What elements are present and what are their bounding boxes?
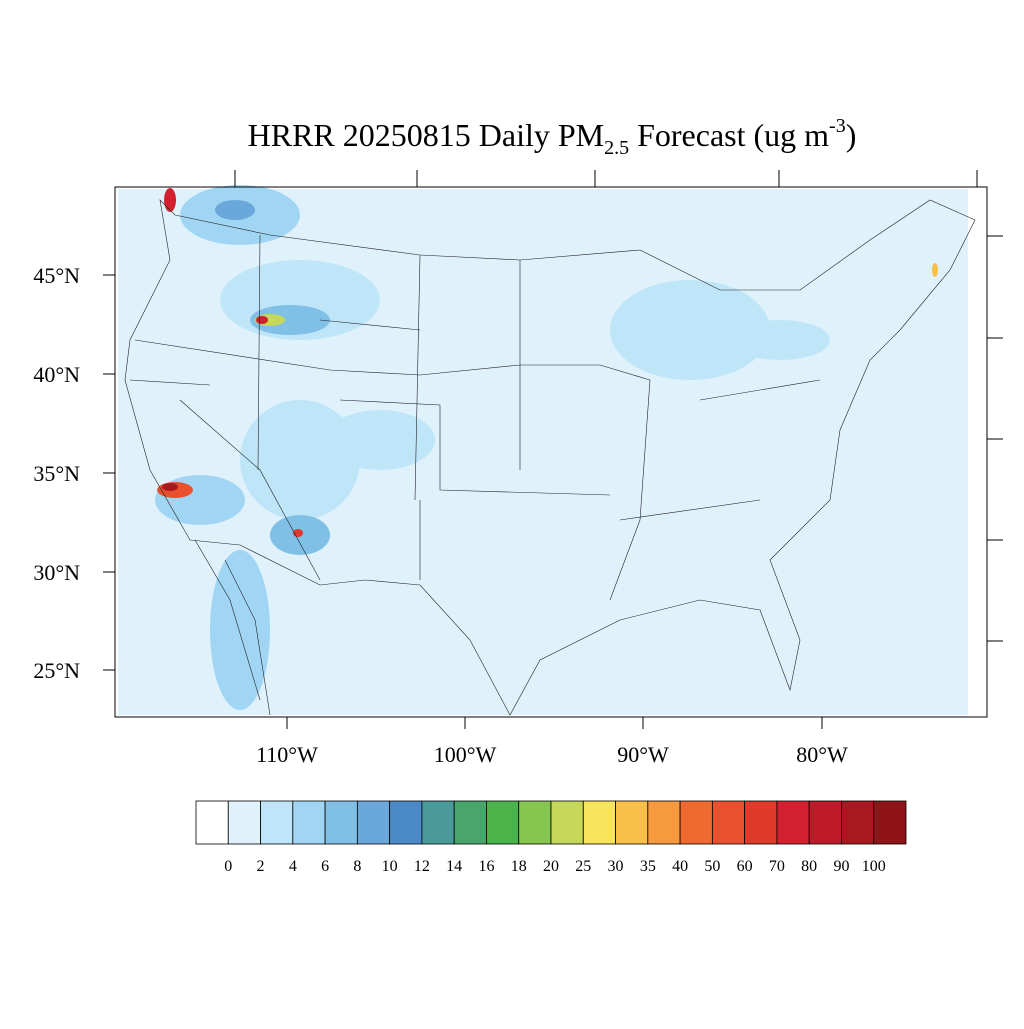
colorbar-label: 20 bbox=[543, 858, 559, 875]
colorbar-label: 12 bbox=[414, 858, 430, 875]
title-sub: 2.5 bbox=[604, 137, 629, 159]
lon-label: 100°W bbox=[434, 742, 497, 767]
boundaries bbox=[124, 199, 976, 716]
colorbar-label: 10 bbox=[382, 858, 398, 875]
title: HRRR 20250815 Daily PM2.5 Forecast (ug m… bbox=[248, 115, 857, 159]
colorbar-box bbox=[292, 800, 326, 845]
lon-label: 110°W bbox=[256, 742, 318, 767]
pm-plumes bbox=[155, 185, 938, 710]
colorbar-box bbox=[808, 800, 842, 845]
colorbar-label: 8 bbox=[353, 858, 361, 875]
colorbar-box bbox=[453, 800, 487, 845]
colorbar-box bbox=[356, 800, 391, 845]
colorbar-label: 60 bbox=[737, 858, 753, 875]
title-middle: Forecast (ug m bbox=[629, 117, 829, 153]
colorbar-box bbox=[647, 800, 681, 845]
colorbar-box bbox=[744, 800, 778, 845]
colorbar-label: 0 bbox=[224, 858, 232, 875]
lat-label: 25°N bbox=[33, 658, 80, 683]
map-area bbox=[114, 185, 988, 718]
colorbar-label: 30 bbox=[608, 858, 624, 875]
colorbar-label: 6 bbox=[321, 858, 329, 875]
colorbar-label: 16 bbox=[478, 858, 494, 875]
colorbar-label: 35 bbox=[640, 858, 656, 875]
lat-label: 45°N bbox=[33, 263, 80, 288]
colorbar-box bbox=[841, 800, 875, 845]
colorbar-box bbox=[582, 800, 616, 845]
colorbar-box bbox=[486, 800, 520, 845]
title-sup: -3 bbox=[829, 115, 846, 137]
lon-label: 80°W bbox=[796, 742, 848, 767]
colorbar-label: 18 bbox=[511, 858, 527, 875]
colorbar-label: 100 bbox=[862, 858, 886, 875]
colorbar-box bbox=[615, 800, 649, 845]
colorbar-box bbox=[711, 800, 746, 845]
colorbar-box bbox=[679, 800, 713, 845]
title-main: HRRR 20250815 Daily PM bbox=[248, 117, 604, 153]
colorbar-label: 50 bbox=[704, 858, 720, 875]
title-end: ) bbox=[846, 117, 857, 153]
colorbar-label: 80 bbox=[801, 858, 817, 875]
colorbar-label: 2 bbox=[257, 858, 265, 875]
colorbar-box bbox=[324, 800, 358, 845]
colorbar-label: 4 bbox=[289, 858, 297, 875]
colorbar-label: 70 bbox=[769, 858, 785, 875]
colorbar-label: 40 bbox=[672, 858, 688, 875]
map-frame bbox=[114, 186, 988, 718]
colorbar-box bbox=[260, 800, 294, 845]
colorbar-box bbox=[195, 800, 229, 845]
colorbar-box bbox=[421, 800, 455, 845]
colorbar-box bbox=[518, 800, 552, 845]
colorbar-box bbox=[227, 800, 261, 845]
colorbar-label: 25 bbox=[575, 858, 591, 875]
lat-label: 35°N bbox=[33, 461, 80, 486]
lat-label: 40°N bbox=[33, 362, 80, 387]
lat-label: 30°N bbox=[33, 560, 80, 585]
colorbar-label: 14 bbox=[446, 858, 462, 875]
colorbar-box bbox=[550, 800, 584, 845]
colorbar-box bbox=[873, 800, 907, 845]
colorbar-box bbox=[389, 800, 423, 845]
lon-label: 90°W bbox=[617, 742, 669, 767]
colorbar-box bbox=[776, 800, 810, 845]
colorbar-label: 90 bbox=[833, 858, 849, 875]
